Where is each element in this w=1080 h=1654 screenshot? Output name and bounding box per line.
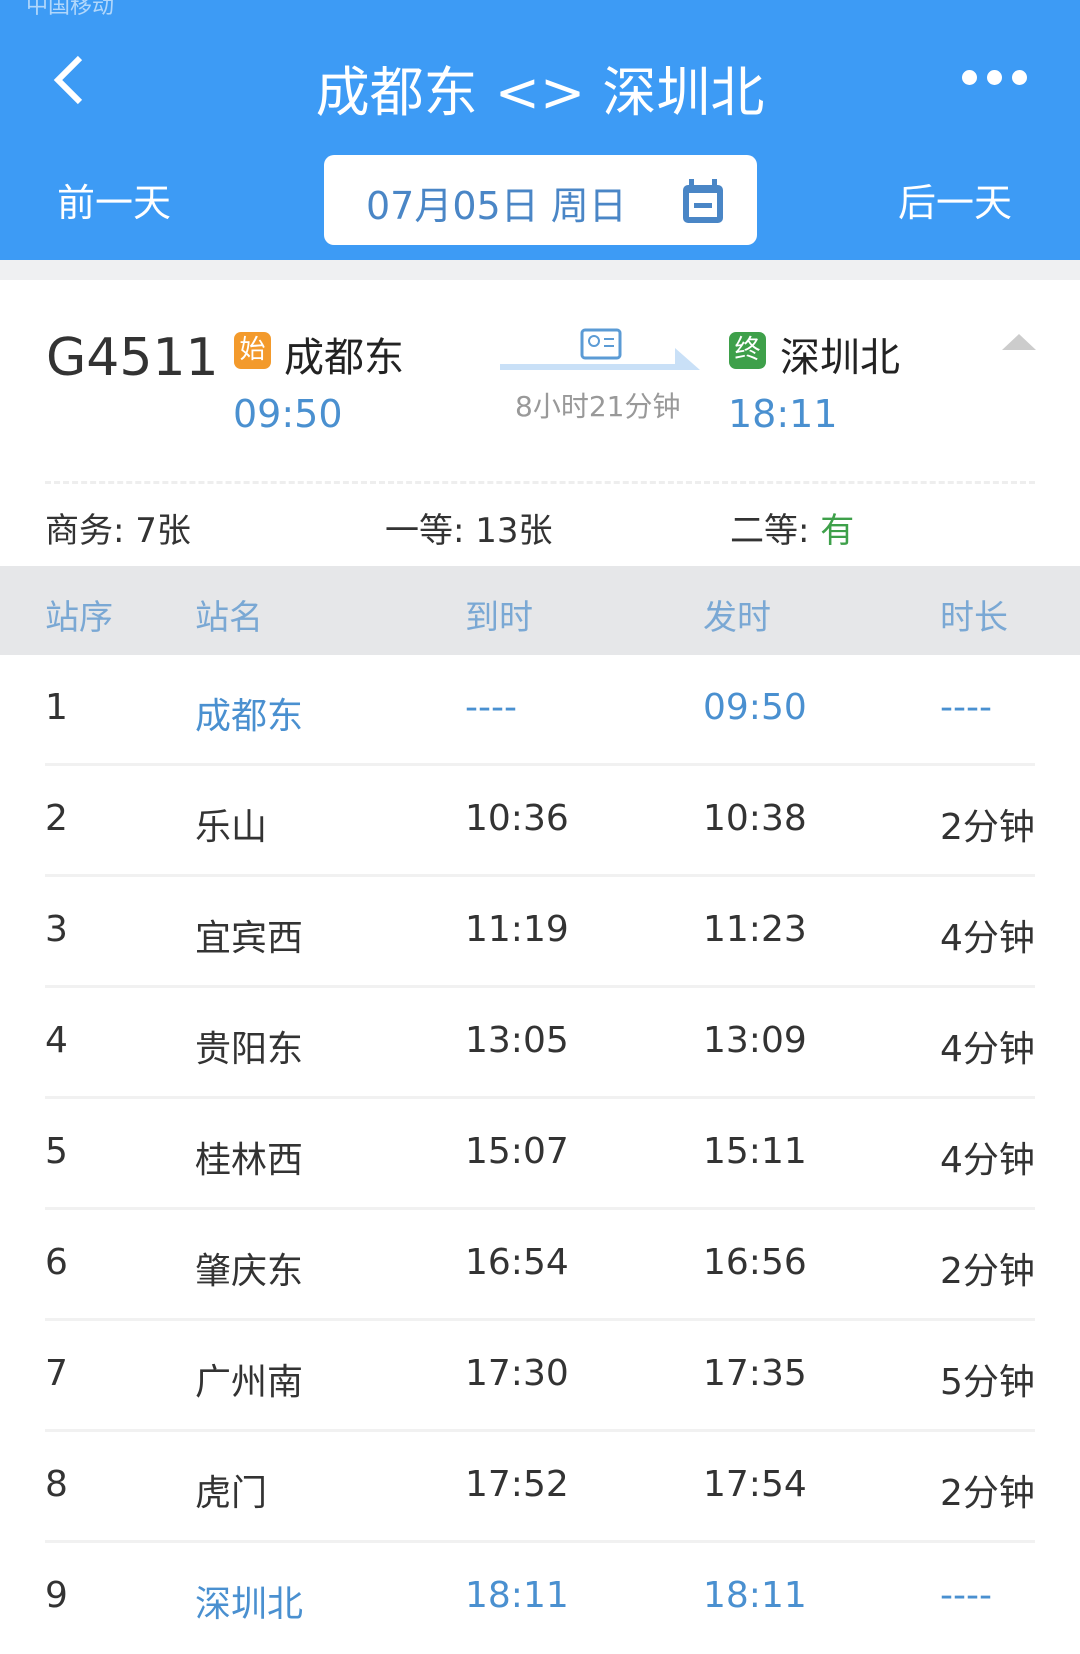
row-divider (45, 985, 1035, 988)
stop-duration: ---- (940, 687, 992, 728)
collapse-triangle-icon[interactable] (1002, 334, 1036, 350)
col-order: 站序 (45, 598, 113, 638)
stop-order: 5 (45, 1131, 68, 1172)
table-row: 1 成都东 ---- 09:50 ---- (0, 655, 1080, 766)
start-badge: 始 (234, 332, 271, 369)
station-name: 肇庆东 (195, 1251, 304, 1292)
depart-time: 13:09 (703, 1020, 807, 1061)
table-row: 8 虎门 17:52 17:54 2分钟 (0, 1432, 1080, 1543)
station-name: 宜宾西 (195, 918, 304, 959)
station-name: 乐山 (195, 807, 268, 848)
seat-business: 商务: 7张 (45, 511, 191, 551)
table-header: 站序 站名 到时 发时 时长 (0, 566, 1080, 655)
stop-duration: 2分钟 (940, 1251, 1035, 1292)
stop-order: 2 (45, 798, 68, 839)
stop-order: 8 (45, 1464, 68, 1505)
table-row: 4 贵阳东 13:05 13:09 4分钟 (0, 988, 1080, 1099)
col-depart: 发时 (703, 598, 771, 638)
from-station: 成都东 (284, 335, 404, 381)
arrive-time: 15:07 (465, 1131, 569, 1172)
table-row: 5 桂林西 15:07 15:11 4分钟 (0, 1099, 1080, 1210)
stop-duration: 4分钟 (940, 1029, 1035, 1070)
depart-time: 09:50 (703, 687, 807, 728)
station-name: 广州南 (195, 1362, 304, 1403)
stop-order: 9 (45, 1575, 68, 1616)
row-divider (45, 1429, 1035, 1432)
top-bar: 中国移动 成都东 <> 深圳北 前一天 07月05日 周日 后一天 (0, 0, 1080, 260)
back-chevron-icon[interactable] (44, 50, 104, 110)
stop-duration: 2分钟 (940, 1473, 1035, 1514)
station-name: 成都东 (195, 696, 304, 737)
depart-time: 16:56 (703, 1242, 807, 1283)
arrive-time: 10:36 (465, 798, 569, 839)
page-title: 成都东 <> 深圳北 (315, 61, 765, 124)
arrive-time: 16:54 (465, 1242, 569, 1283)
calendar-icon (683, 179, 723, 223)
row-divider (45, 1096, 1035, 1099)
seat-second: 二等: 有 (730, 511, 855, 551)
arrive-time: 17:30 (465, 1353, 569, 1394)
depart-time: 15:11 (703, 1131, 807, 1172)
depart-time: 11:23 (703, 909, 807, 950)
col-station: 站名 (195, 598, 263, 638)
route-arrow-icon (500, 328, 700, 370)
row-divider (45, 1207, 1035, 1210)
stop-duration: 2分钟 (940, 807, 1035, 848)
stop-duration: 4分钟 (940, 1140, 1035, 1181)
stop-order: 1 (45, 687, 68, 728)
divider (0, 260, 1080, 280)
row-divider (45, 763, 1035, 766)
date-label: 07月05日 周日 (366, 184, 627, 228)
date-picker[interactable]: 07月05日 周日 (324, 155, 757, 245)
station-name: 桂林西 (195, 1140, 304, 1181)
table-row: 7 广州南 17:30 17:35 5分钟 (0, 1321, 1080, 1432)
stop-duration: 4分钟 (940, 918, 1035, 959)
arrive-time: 18:11 (465, 1575, 569, 1616)
station-name: 虎门 (195, 1473, 268, 1514)
stop-order: 6 (45, 1242, 68, 1283)
carrier-label: 中国移动 (26, 0, 115, 19)
to-station: 深圳北 (780, 335, 900, 381)
stop-order: 7 (45, 1353, 68, 1394)
depart-time: 17:35 (703, 1353, 807, 1394)
dashed-divider (45, 481, 1035, 484)
row-divider (45, 1540, 1035, 1543)
end-badge: 终 (729, 332, 766, 369)
row-divider (45, 874, 1035, 877)
table-row: 2 乐山 10:36 10:38 2分钟 (0, 766, 1080, 877)
depart-time: 09:50 (233, 392, 343, 436)
table-row: 6 肇庆东 16:54 16:56 2分钟 (0, 1210, 1080, 1321)
stop-duration: 5分钟 (940, 1362, 1035, 1403)
table-row: 9 深圳北 18:11 18:11 ---- (0, 1543, 1080, 1654)
next-day-button[interactable]: 后一天 (898, 181, 1013, 225)
table-row: 3 宜宾西 11:19 11:23 4分钟 (0, 877, 1080, 988)
col-arrive: 到时 (465, 598, 533, 638)
stop-order: 4 (45, 1020, 68, 1061)
stop-order: 3 (45, 909, 68, 950)
row-divider (45, 1318, 1035, 1321)
depart-time: 18:11 (703, 1575, 807, 1616)
arrive-time: 11:19 (465, 909, 569, 950)
depart-time: 17:54 (703, 1464, 807, 1505)
arrive-time: 13:05 (465, 1020, 569, 1061)
arrive-time: 17:52 (465, 1464, 569, 1505)
travel-duration: 8小时21分钟 (515, 390, 681, 423)
arrive-time: ---- (465, 687, 517, 728)
depart-time: 10:38 (703, 798, 807, 839)
seat-first: 一等: 13张 (385, 511, 553, 551)
prev-day-button[interactable]: 前一天 (57, 181, 172, 225)
station-name: 深圳北 (195, 1584, 304, 1625)
col-stop: 时长 (940, 598, 1008, 638)
train-number: G4511 (46, 328, 219, 388)
more-dots-icon[interactable] (962, 70, 1032, 90)
stop-duration: ---- (940, 1575, 992, 1616)
arrive-time: 18:11 (728, 392, 838, 436)
station-name: 贵阳东 (195, 1029, 304, 1070)
